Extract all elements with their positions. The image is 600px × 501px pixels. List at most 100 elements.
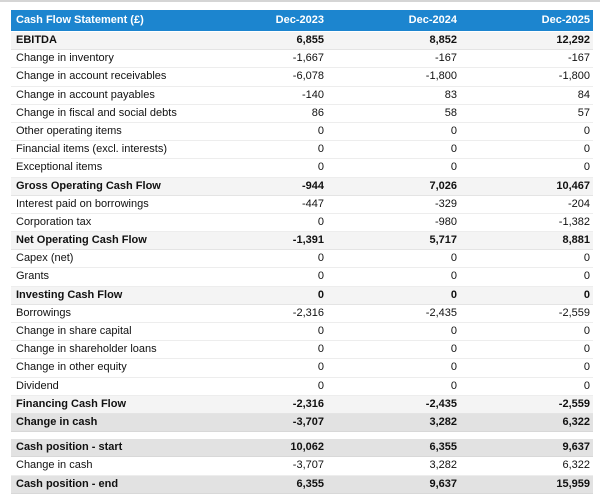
row-value-dec-2023: 0 [317,343,324,356]
row-value-dec-2023: -2,316 [292,306,324,319]
row-value-dec-2023: 10,062 [290,441,324,454]
row-value-dec-2023: -1,391 [292,234,324,247]
table-row: Change in fiscal and social debts 86 58 … [11,104,593,123]
column-header-dec-2024: Dec-2024 [408,14,457,26]
row-label: EBITDA [16,34,57,46]
table-row: Capex (net) 0 0 0 [11,250,593,269]
row-value-dec-2024: -2,435 [425,306,457,319]
row-value-dec-2023: 0 [317,379,324,392]
row-value-dec-2024: 5,717 [429,234,457,247]
row-value-dec-2025: 9,637 [562,441,590,454]
row-value-dec-2025: 0 [583,124,590,137]
row-value-dec-2024: -167 [434,52,457,65]
row-value-dec-2023: -447 [301,197,324,210]
row-value-dec-2025 [460,432,593,439]
row-value-dec-2025: 0 [583,270,590,283]
row-value-dec-2024 [327,432,460,439]
row-value-dec-2023: 6,855 [296,34,324,46]
row-value-dec-2024: 6,355 [429,441,457,454]
row-value-dec-2025: 6,322 [562,415,590,428]
row-value-dec-2023: 0 [317,288,324,301]
row-value-dec-2025: 0 [583,343,590,356]
row-value-dec-2023: 0 [317,215,324,228]
row-label: Change in cash [16,415,98,428]
row-value-dec-2025: -204 [567,197,590,210]
table-row: Change in inventory -1,667 -167 -167 [11,50,593,69]
row-label: Financial items (excl. interests) [16,143,167,156]
table-row: Change in cash -3,707 3,282 6,322 [11,413,593,433]
row-label: Other operating items [16,124,122,137]
table-row: Change in other equity 0 0 0 [11,359,593,378]
row-value-dec-2025: 84 [577,88,590,101]
table-row: Change in account payables -140 83 84 [11,86,593,105]
row-label: Gross Operating Cash Flow [16,179,161,192]
row-label: Change in account receivables [16,70,167,83]
row-value-dec-2023: 0 [317,325,324,337]
row-label: Capex (net) [16,252,74,265]
row-value-dec-2024: 8,852 [429,34,457,46]
table-row: Cash position - start 10,062 6,355 9,637 [11,439,593,458]
row-label: Interest paid on borrowings [16,197,149,210]
table-header-row: Cash Flow Statement (£) Dec-2023 Dec-202… [11,10,593,32]
row-value-dec-2025: 57 [577,106,590,119]
row-label: Change in share capital [16,325,132,337]
row-value-dec-2023: 86 [311,106,324,119]
row-value-dec-2023: -3,707 [292,459,324,472]
row-value-dec-2025: -1,800 [558,70,590,83]
row-value-dec-2025: 0 [583,288,590,301]
row-value-dec-2025: -167 [567,52,590,65]
row-value-dec-2024: 0 [450,252,457,265]
table-row: Corporation tax 0 -980 -1,382 [11,213,593,233]
table-row: Change in account receivables -6,078 -1,… [11,68,593,87]
table-title: Cash Flow Statement (£) [16,14,144,26]
row-value-dec-2024: 0 [450,361,457,374]
row-value-dec-2025: 12,292 [556,34,590,46]
row-label: Exceptional items [16,161,103,174]
column-header-dec-2025: Dec-2025 [541,14,590,26]
row-value-dec-2023: -140 [301,88,324,101]
row-value-dec-2025: -2,559 [558,306,590,319]
row-label: Net Operating Cash Flow [16,234,147,247]
row-value-dec-2024: 0 [450,288,457,301]
row-label: Change in cash [16,459,93,472]
table-row: Change in cash -3,707 3,282 6,322 [11,457,593,476]
table-row: Dividend 0 0 0 [11,377,593,396]
row-value-dec-2023: 0 [317,361,324,374]
table-row: Investing Cash Flow 0 0 0 [11,286,593,305]
row-value-dec-2024: 0 [450,161,457,174]
row-label [11,432,194,439]
row-label: Change in inventory [16,52,114,65]
row-value-dec-2025: 10,467 [556,179,590,192]
row-value-dec-2023: -3,707 [292,415,324,428]
row-value-dec-2023 [194,432,327,439]
table-row: Exceptional items 0 0 0 [11,159,593,178]
row-value-dec-2025: -1,382 [558,215,590,228]
row-label: Financing Cash Flow [16,397,127,410]
row-label: Investing Cash Flow [16,288,123,301]
row-value-dec-2025: 0 [583,161,590,174]
row-value-dec-2024: 0 [450,270,457,283]
row-label: Corporation tax [16,215,92,228]
row-value-dec-2023: -6,078 [292,70,324,83]
table-row: Net Operating Cash Flow -1,391 5,717 8,8… [11,232,593,251]
row-value-dec-2025: 8,881 [562,234,590,247]
table-row: Grants 0 0 0 [11,268,593,287]
row-value-dec-2023: 0 [317,161,324,174]
table-body: EBITDA 6,855 8,852 12,292 Change in inve… [11,32,593,494]
table-row: Interest paid on borrowings -447 -329 -2… [11,195,593,214]
top-divider [0,0,600,2]
row-value-dec-2025: 0 [583,252,590,265]
row-value-dec-2024: 7,026 [429,179,457,192]
row-value-dec-2024: 0 [450,343,457,356]
row-value-dec-2023: 0 [317,270,324,283]
row-value-dec-2023: -2,316 [292,397,324,410]
table-row: Gross Operating Cash Flow -944 7,026 10,… [11,177,593,196]
row-value-dec-2024: 0 [450,124,457,137]
row-value-dec-2024: 9,637 [429,477,457,490]
row-value-dec-2024: 83 [444,88,457,101]
row-value-dec-2025: -2,559 [558,397,590,410]
row-value-dec-2024: -329 [434,197,457,210]
row-value-dec-2024: -1,800 [425,70,457,83]
row-value-dec-2025: 15,959 [556,477,590,490]
table-row: Change in share capital 0 0 0 [11,323,593,342]
